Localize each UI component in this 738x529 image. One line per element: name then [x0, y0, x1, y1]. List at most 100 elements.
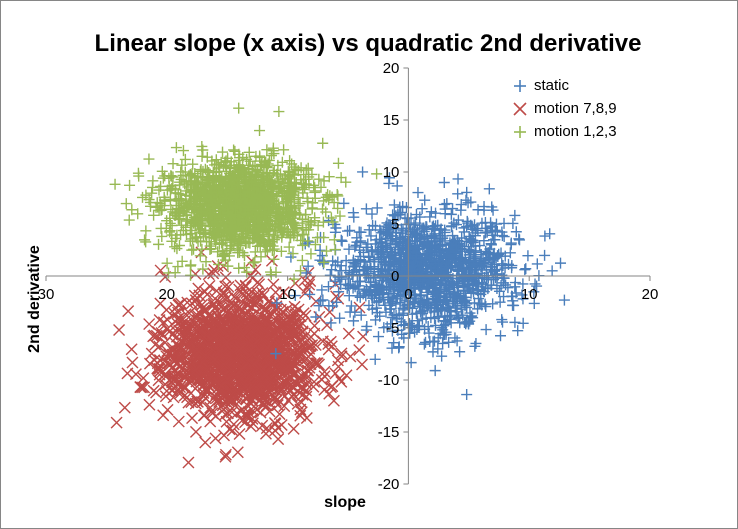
y-tick-label: -20: [378, 476, 400, 493]
data-point: [129, 368, 142, 381]
data-point: [353, 343, 366, 356]
data-point: [233, 102, 245, 114]
data-point: [246, 347, 259, 360]
data-point: [244, 295, 257, 308]
data-point: [164, 193, 176, 205]
data-point: [456, 232, 468, 244]
data-point: [493, 248, 505, 260]
data-point: [447, 230, 459, 242]
data-point: [300, 390, 313, 403]
data-point: [425, 206, 437, 218]
data-point: [494, 296, 506, 308]
plus-marker-icon: [514, 79, 526, 92]
data-point: [327, 300, 339, 312]
data-point: [291, 397, 304, 410]
x-axis-label: slope: [324, 494, 366, 511]
legend-label: motion 7,8,9: [534, 100, 617, 117]
y-tick-label: -15: [378, 424, 400, 441]
data-point: [247, 323, 260, 336]
data-point: [239, 280, 252, 293]
data-point: [186, 244, 198, 256]
series-motion-7-8-9: [110, 246, 370, 469]
data-point: [325, 317, 337, 329]
data-point: [278, 144, 290, 156]
data-point: [315, 295, 327, 307]
data-point: [421, 221, 433, 233]
data-point: [125, 343, 138, 356]
data-point: [136, 381, 149, 394]
data-point: [409, 289, 421, 301]
y-tick-label: 15: [383, 112, 400, 129]
data-point: [235, 317, 248, 330]
data-point: [324, 269, 336, 281]
data-point: [170, 142, 182, 154]
data-point: [240, 392, 253, 405]
data-point: [420, 294, 432, 306]
data-point: [217, 403, 230, 416]
data-point: [528, 286, 540, 298]
data-point: [335, 172, 347, 184]
data-point: [369, 353, 381, 365]
data-point: [267, 278, 280, 291]
data-point: [355, 309, 367, 321]
data-point: [172, 415, 185, 428]
data-point: [458, 296, 470, 308]
data-point: [433, 311, 445, 323]
data-point: [349, 281, 361, 293]
data-point: [217, 358, 230, 371]
data-point: [522, 250, 534, 262]
data-point: [166, 220, 178, 232]
data-point: [185, 269, 197, 281]
data-point: [156, 329, 169, 342]
data-point: [190, 343, 203, 356]
data-point: [216, 319, 229, 332]
data-point: [257, 289, 270, 302]
data-point: [139, 234, 151, 246]
data-point: [178, 327, 191, 340]
data-point: [472, 224, 484, 236]
data-point: [153, 340, 166, 353]
data-point: [307, 380, 320, 393]
data-point: [517, 317, 529, 329]
data-point: [383, 177, 395, 189]
data-point: [531, 280, 543, 292]
data-point: [508, 299, 520, 311]
data-point: [393, 341, 405, 353]
data-point: [411, 315, 423, 327]
data-point: [232, 311, 245, 324]
data-point: [418, 338, 430, 350]
data-point: [404, 285, 416, 297]
data-point: [191, 347, 204, 360]
data-point: [196, 298, 209, 311]
data-point: [308, 179, 320, 191]
data-point: [251, 371, 264, 384]
data-point: [205, 405, 218, 418]
data-point: [183, 307, 196, 320]
data-point: [220, 336, 233, 349]
data-point: [157, 316, 170, 329]
data-point: [166, 341, 179, 354]
data-point: [372, 331, 384, 343]
data-point: [178, 370, 191, 383]
data-point: [301, 281, 314, 294]
data-point: [486, 201, 498, 213]
data-point: [346, 269, 358, 281]
data-point: [432, 287, 444, 299]
data-point: [219, 448, 232, 461]
data-point: [356, 358, 369, 371]
data-point: [169, 375, 182, 388]
data-point: [384, 297, 396, 309]
data-point: [429, 365, 441, 377]
data-point: [233, 327, 246, 340]
data-point: [472, 303, 484, 315]
data-point: [458, 226, 470, 238]
data-point: [360, 203, 372, 215]
data-point: [404, 327, 416, 339]
data-point: [265, 254, 278, 267]
data-point: [122, 305, 135, 318]
data-point: [118, 401, 131, 414]
data-point: [437, 337, 449, 349]
data-point: [178, 389, 191, 402]
data-point: [271, 297, 283, 309]
